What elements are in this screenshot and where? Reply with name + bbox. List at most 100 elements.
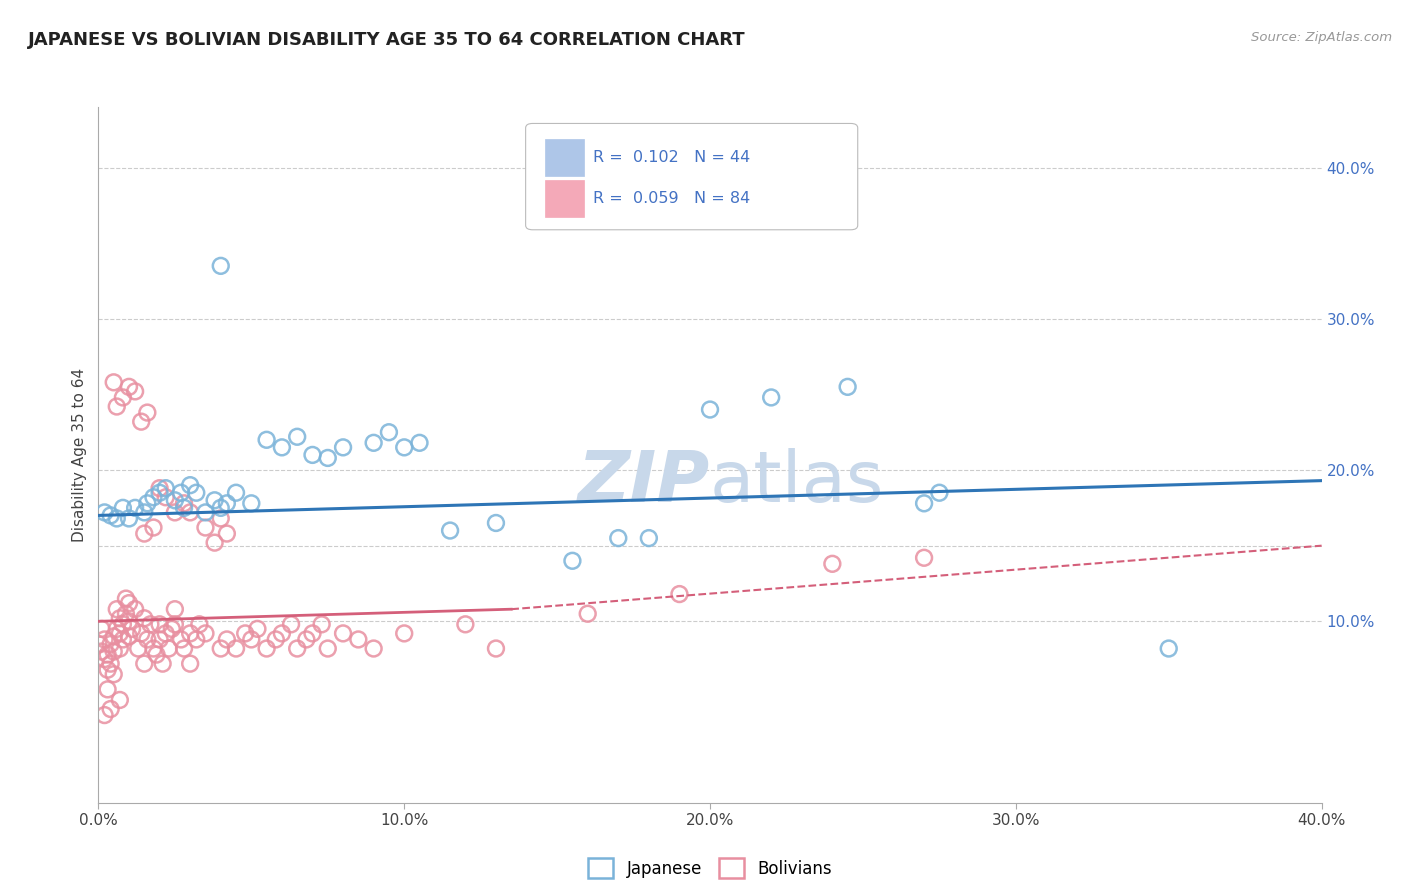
Point	[837, 380, 859, 394]
Point	[105, 400, 128, 414]
Point	[149, 617, 172, 632]
Point	[668, 587, 690, 601]
Point	[93, 708, 115, 723]
Point	[928, 485, 950, 500]
Point	[270, 441, 292, 455]
Point	[118, 596, 141, 610]
Point	[105, 622, 128, 636]
Point	[105, 511, 128, 525]
Point	[204, 535, 226, 549]
Point	[134, 505, 156, 519]
Point	[246, 622, 269, 636]
Point	[105, 602, 128, 616]
Point	[209, 259, 232, 273]
Point	[194, 520, 217, 534]
Text: R =  0.059   N = 84: R = 0.059 N = 84	[593, 191, 751, 205]
Point	[142, 490, 165, 504]
Point	[363, 435, 385, 450]
Point	[454, 617, 477, 632]
Point	[139, 617, 162, 632]
Point	[100, 637, 122, 651]
Point	[134, 657, 156, 671]
Point	[90, 644, 112, 658]
Point	[316, 641, 339, 656]
Point	[103, 376, 125, 390]
Point	[149, 632, 172, 647]
Point	[163, 493, 186, 508]
Point	[136, 496, 159, 510]
Point	[485, 641, 508, 656]
Point	[759, 391, 782, 405]
Point	[129, 626, 152, 640]
Point	[173, 641, 195, 656]
Point	[157, 641, 180, 656]
Point	[209, 511, 232, 525]
Point	[194, 626, 217, 640]
Point	[408, 435, 430, 450]
Point	[93, 652, 115, 666]
Point	[155, 626, 177, 640]
Text: atlas: atlas	[710, 449, 884, 517]
Point	[103, 667, 125, 681]
Point	[100, 702, 122, 716]
Point	[121, 622, 143, 636]
Point	[149, 481, 172, 495]
Point	[301, 626, 323, 640]
Point	[173, 500, 195, 515]
Point	[124, 384, 146, 399]
Point	[124, 500, 146, 515]
Point	[173, 496, 195, 510]
Point	[136, 406, 159, 420]
Point	[134, 526, 156, 541]
Point	[111, 617, 134, 632]
Point	[115, 591, 138, 606]
Point	[111, 391, 134, 405]
Point	[124, 602, 146, 616]
Text: ZIP: ZIP	[578, 449, 710, 517]
Point	[163, 505, 186, 519]
Point	[108, 611, 131, 625]
Point	[1157, 641, 1180, 656]
Point	[170, 485, 193, 500]
Point	[134, 611, 156, 625]
Point	[225, 641, 247, 656]
Point	[233, 626, 256, 640]
Point	[637, 531, 661, 545]
Point	[118, 629, 141, 643]
Point	[378, 425, 401, 440]
Point	[332, 626, 354, 640]
Point	[209, 641, 232, 656]
Point	[209, 500, 232, 515]
Point	[179, 505, 201, 519]
Point	[204, 493, 226, 508]
Text: R =  0.102   N = 44: R = 0.102 N = 44	[593, 150, 751, 165]
Point	[607, 531, 630, 545]
Point	[188, 617, 211, 632]
Point	[912, 550, 935, 565]
Point	[285, 430, 308, 444]
Point	[392, 626, 416, 640]
Point	[155, 490, 177, 504]
Point	[142, 641, 165, 656]
Legend: Japanese, Bolivians: Japanese, Bolivians	[582, 851, 838, 885]
Point	[149, 485, 172, 500]
Point	[129, 415, 152, 429]
Point	[93, 632, 115, 647]
Point	[136, 632, 159, 647]
Point	[316, 450, 339, 465]
Point	[103, 629, 125, 643]
Point	[108, 626, 131, 640]
Y-axis label: Disability Age 35 to 64: Disability Age 35 to 64	[72, 368, 87, 542]
Point	[103, 644, 125, 658]
Point	[821, 557, 844, 571]
Point	[179, 657, 201, 671]
Point	[87, 637, 110, 651]
Point	[215, 632, 238, 647]
Point	[90, 622, 112, 636]
Point	[186, 485, 208, 500]
Point	[194, 505, 217, 519]
Point	[240, 496, 263, 510]
Point	[97, 682, 120, 697]
Point	[100, 657, 122, 671]
Point	[347, 632, 370, 647]
